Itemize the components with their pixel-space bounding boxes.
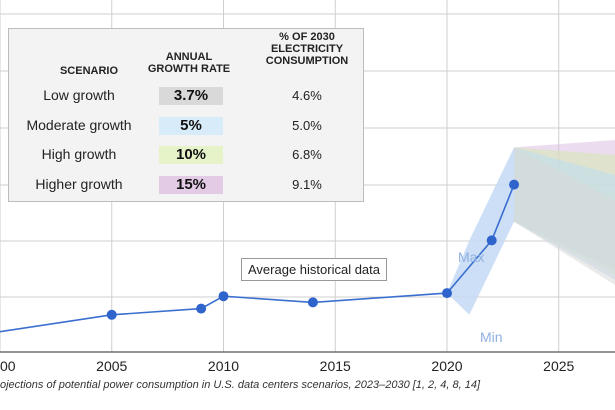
average-historical-label: Average historical data <box>241 258 388 281</box>
scenario-name-higher: Higher growth <box>35 176 123 192</box>
consumption-pct-high: 6.8% <box>292 147 322 162</box>
historical-range-band <box>447 147 515 315</box>
x-axis-ticks: 2000 2005 2010 2015 2020 2025 <box>0 358 575 374</box>
scenario-table: SCENARIO ANNUAL GROWTH RATE % OF 2030 EL… <box>8 28 364 202</box>
data-point <box>196 303 207 314</box>
data-point <box>307 297 318 308</box>
min-label: Min <box>480 329 503 345</box>
growth-rate-moderate: 5% <box>159 117 223 135</box>
data-series <box>0 179 520 333</box>
scenario-name-high: High growth <box>41 146 117 162</box>
data-point <box>106 309 117 320</box>
consumption-pct-higher: 9.1% <box>292 177 322 192</box>
table-header-consumption: % OF 2030 ELECTRICITY CONSUMPTION <box>265 31 349 67</box>
growth-rate-low: 3.7% <box>159 87 223 105</box>
scenario-projections <box>514 140 615 285</box>
scenario-name-moderate: Moderate growth <box>26 117 132 133</box>
data-point <box>509 179 520 190</box>
growth-rate-high: 10% <box>159 146 223 164</box>
data-point <box>442 288 452 299</box>
x-tick-label: 2010 <box>208 358 239 374</box>
table-header-scenario: SCENARIO <box>59 65 119 77</box>
historical-range-area <box>447 147 515 315</box>
table-header-growth-rate: ANNUAL GROWTH RATE <box>147 51 231 75</box>
consumption-pct-moderate: 5.0% <box>292 118 322 133</box>
x-tick-label: 2015 <box>320 358 351 374</box>
max-label: Max <box>458 249 484 265</box>
x-tick-label: 2000 <box>0 358 16 374</box>
x-tick-label: 2005 <box>96 358 127 374</box>
consumption-pct-low: 4.6% <box>292 88 322 103</box>
annotations: Max Min <box>458 249 503 345</box>
scenario-projection-band <box>514 147 615 285</box>
data-point <box>218 291 229 302</box>
growth-rate-higher: 15% <box>159 176 223 194</box>
figure-caption: ojections of potential power consumption… <box>0 379 481 391</box>
x-tick-label: 2025 <box>543 358 574 374</box>
series-line <box>0 184 515 333</box>
scenario-name-low: Low growth <box>43 87 115 103</box>
x-tick-label: 2020 <box>431 358 462 374</box>
data-point <box>486 235 497 246</box>
